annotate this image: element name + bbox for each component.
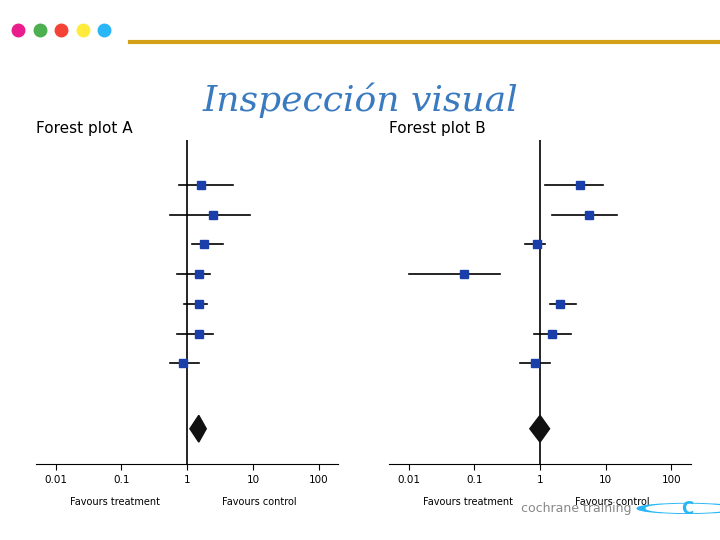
Text: Forest plot B: Forest plot B [389,122,485,137]
Text: Favours treatment: Favours treatment [70,497,160,507]
Text: Inspección visual: Inspección visual [202,82,518,118]
Polygon shape [190,415,206,442]
Circle shape [647,504,720,512]
Text: cochrane training: cochrane training [521,502,631,515]
Text: Favours control: Favours control [575,497,649,507]
Polygon shape [530,415,549,442]
Text: C: C [681,500,694,518]
Circle shape [637,503,720,514]
Text: Forest plot A: Forest plot A [36,122,132,137]
Text: Favours control: Favours control [222,497,297,507]
Text: Favours treatment: Favours treatment [423,497,513,507]
